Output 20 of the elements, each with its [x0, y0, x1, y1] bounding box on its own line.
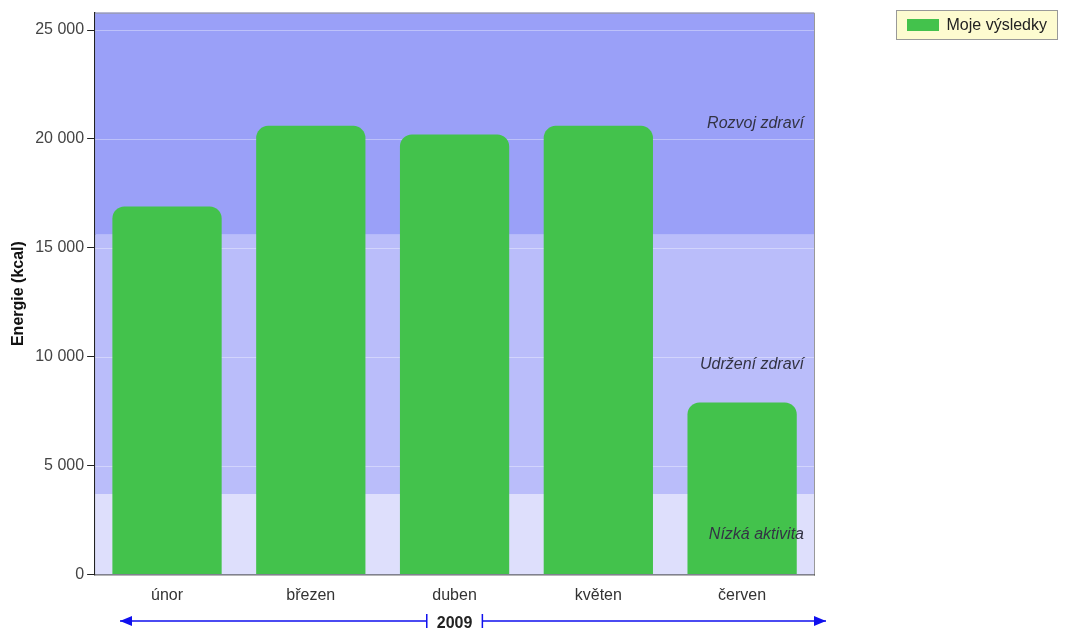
x-tick-label: duben — [432, 585, 477, 603]
legend-label: Moje výsledky — [946, 16, 1047, 34]
x-tick-label: červen — [718, 585, 767, 603]
y-tick-label: 20 000 — [35, 129, 85, 147]
band-label: Rozvoj zdraví — [707, 114, 806, 132]
bar — [543, 125, 653, 575]
y-axis-title: Energie (kcal) — [9, 241, 27, 347]
band-label: Udržení zdraví — [699, 354, 806, 372]
x-tick-label: únor — [151, 585, 184, 603]
y-tick-label: 15 000 — [35, 238, 85, 256]
bar — [399, 134, 510, 575]
y-tick-label: 25 000 — [35, 20, 85, 38]
y-tick-label: 0 — [75, 565, 85, 583]
x-tick-label: březen — [286, 585, 336, 603]
bar — [112, 206, 222, 575]
x-axis-title: 2009 — [436, 613, 473, 631]
y-tick-label: 5 000 — [44, 456, 85, 474]
x-tick-label: květen — [574, 585, 622, 603]
bar — [256, 125, 366, 575]
y-tick-label: 10 000 — [35, 347, 85, 365]
